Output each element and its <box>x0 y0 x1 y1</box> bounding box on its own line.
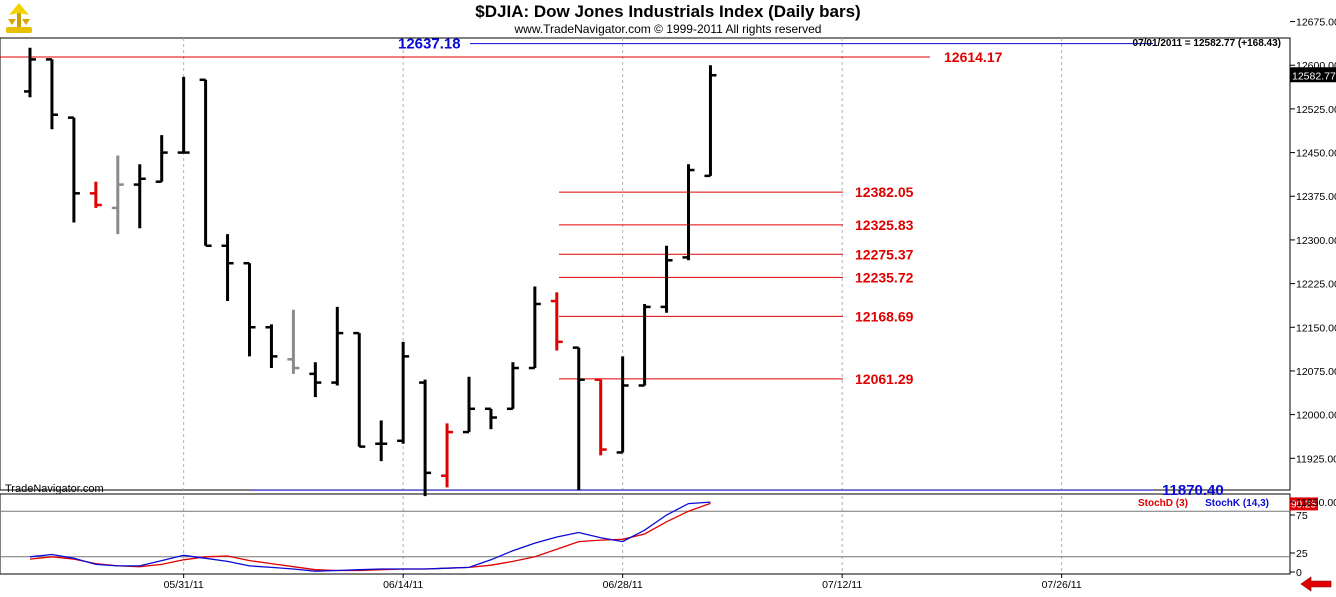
price-tick-label-11925: 11925.00 <box>1296 453 1336 465</box>
price-bar-18 <box>419 379 432 497</box>
price-tick-label-12450: 12450.00 <box>1296 148 1336 160</box>
price-bar-17 <box>397 341 410 444</box>
chart-title: $DJIA: Dow Jones Industrials Index (Dail… <box>475 2 861 21</box>
price-bar-20 <box>463 376 475 434</box>
price-bar-30 <box>682 164 695 261</box>
back-arrow-icon[interactable] <box>1299 576 1333 592</box>
price-bar-9 <box>221 234 234 302</box>
legend-stochd: StochD (3) <box>1138 498 1188 509</box>
price-bar-29 <box>660 245 673 313</box>
price-bar-1 <box>45 58 58 130</box>
price-bar-12 <box>287 309 300 374</box>
price-bar-23 <box>528 286 541 370</box>
price-bar-25 <box>572 346 585 491</box>
osc-last-label: 90.25 <box>1291 499 1316 510</box>
date-axis: 05/31/11 06/14/11 06/28/11 07/12/11 07/26/11 <box>164 574 1082 591</box>
price-bar-2 <box>67 116 80 223</box>
level-label-11870.40: 11870.40 <box>1162 482 1224 499</box>
copyright-subtitle: www.TradeNavigator.com © 1999-2011 All r… <box>514 22 822 36</box>
date-label-07/26/11: 07/26/11 <box>1042 579 1082 591</box>
legend-stochk: StochK (14,3) <box>1205 498 1269 509</box>
price-bar-14 <box>331 306 344 386</box>
price-bar-10 <box>243 261 256 357</box>
level-label-12235.72: 12235.72 <box>855 269 914 285</box>
price-bar-15 <box>353 331 366 448</box>
level-label-12382.05: 12382.05 <box>855 184 914 200</box>
price-tick-label-12225: 12225.00 <box>1296 279 1336 291</box>
price-tick-label-12000: 12000.00 <box>1296 410 1336 422</box>
price-tick-label-12525: 12525.00 <box>1296 104 1336 116</box>
price-bar-16 <box>375 420 388 462</box>
price-tick-label-11850: 11850.00 <box>1296 497 1336 509</box>
price-tick-label-12075: 12075.00 <box>1296 366 1336 378</box>
price-tick-label-12675: 12675.00 <box>1296 17 1336 29</box>
price-tick-label-12150: 12150.00 <box>1296 322 1336 334</box>
price-bar-31 <box>704 65 717 178</box>
osc-tick-label-75: 75 <box>1296 510 1308 522</box>
price-levels: 12901.1412895.3712790.2912764.0812637.18… <box>0 36 1224 499</box>
level-label-12168.69: 12168.69 <box>855 308 914 324</box>
stoch-series-1 <box>29 501 711 572</box>
level-label-12275.37: 12275.37 <box>855 246 914 262</box>
price-tick-label-12375: 12375.00 <box>1296 191 1336 203</box>
price-bar-27 <box>616 356 629 454</box>
date-label-06/14/11: 06/14/11 <box>383 579 423 591</box>
price-panel-frame <box>0 37 1291 491</box>
price-bar-26 <box>594 378 607 456</box>
price-bar-21 <box>484 407 497 430</box>
price-bar-3 <box>89 181 102 208</box>
price-bar-13 <box>309 362 322 398</box>
price-axis: 11850.00 11925.00 12000.00 12075.00 12150.00… <box>1290 17 1336 509</box>
price-bar-8 <box>199 78 212 247</box>
price-bar-24 <box>550 292 563 351</box>
level-label-12637.18: 12637.18 <box>398 36 461 53</box>
price-bars <box>24 47 717 497</box>
price-bar-19 <box>441 423 454 488</box>
watermark: TradeNavigator.com <box>5 483 104 495</box>
date-label-07/12/11: 07/12/11 <box>822 579 862 591</box>
stochastic-legend: StochD (3) StochK (14,3) <box>1138 498 1269 509</box>
osc-last-box <box>1290 497 1318 511</box>
date-label-06/28/11: 06/28/11 <box>603 579 643 591</box>
price-readout: 07/01/2011 = 12582.77 (+168.43) <box>1133 38 1281 49</box>
grid-lines <box>183 38 1063 574</box>
price-bar-6 <box>155 135 168 183</box>
osc-tick-label-25: 25 <box>1296 548 1308 560</box>
price-bar-7 <box>177 76 190 154</box>
price-tick-label-12300: 12300.00 <box>1296 235 1336 247</box>
price-bar-5 <box>133 164 146 229</box>
price-bar-28 <box>638 303 651 387</box>
osc-tick-label-0: 0 <box>1296 567 1302 579</box>
last-price-box <box>1290 67 1336 83</box>
price-bar-4 <box>111 155 124 235</box>
stoch-series-0 <box>29 502 711 572</box>
price-bar-11 <box>265 324 278 369</box>
tradenavigator-logo-icon <box>2 1 36 37</box>
price-bar-22 <box>506 362 519 411</box>
last-price-label: 12582.77 <box>1292 70 1336 82</box>
date-label-05/31/11: 05/31/11 <box>164 579 204 591</box>
level-label-12325.83: 12325.83 <box>855 217 914 233</box>
level-label-12614.17: 12614.17 <box>944 49 1003 65</box>
price-bar-0 <box>24 47 36 98</box>
level-label-12061.29: 12061.29 <box>855 371 914 387</box>
